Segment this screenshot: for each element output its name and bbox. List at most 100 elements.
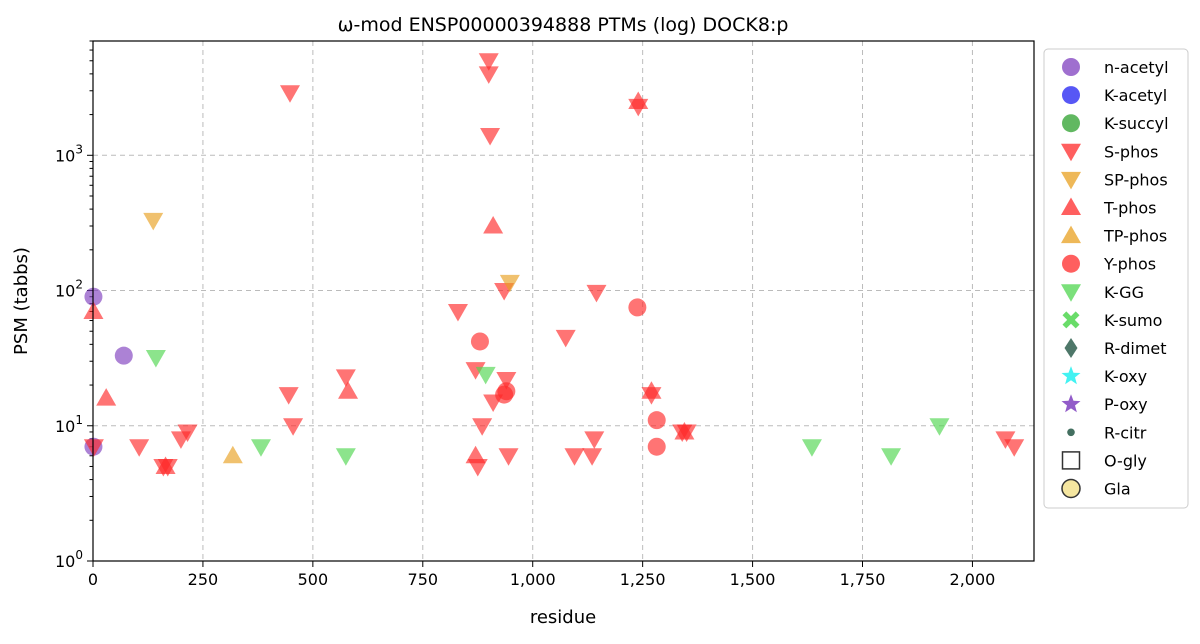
data-point-S-phos <box>478 53 499 71</box>
x-tick-label: 1,750 <box>840 570 886 589</box>
legend-marker-S-phos <box>1061 143 1081 162</box>
data-point-T-phos <box>155 456 176 474</box>
legend-marker-K-acetyl <box>1062 86 1080 105</box>
legend-label: Gla <box>1104 480 1131 499</box>
data-point-K-GG <box>145 349 166 368</box>
y-tick-label: 103 <box>55 142 83 165</box>
data-point-S-phos <box>335 369 356 387</box>
data-point-n-acetyl <box>114 346 133 365</box>
data-point-S-phos <box>447 303 468 322</box>
data-point-T-phos <box>465 445 486 464</box>
legend-marker-K-GG <box>1061 284 1081 302</box>
legend-label: Y-phos <box>1103 255 1156 274</box>
data-point-T-phos <box>338 381 359 399</box>
legend-label: TP-phos <box>1103 227 1167 246</box>
data-point-S-phos <box>472 418 493 436</box>
y-tick-label: 101 <box>55 413 83 436</box>
legend-label: K-GG <box>1104 283 1144 302</box>
axis-layer: 0 250 500 750 1,000 1,250 1,500 1,750 2,000 100 10… <box>55 40 996 589</box>
data-point-S-phos <box>480 128 501 146</box>
legend-frame <box>1043 48 1189 509</box>
data-point-T-phos <box>483 216 504 234</box>
data-point-S-phos <box>83 439 104 457</box>
chart-title: ω-mod ENSP00000394888 PTMs (log) DOCK8:p <box>338 14 789 36</box>
data-point-T-phos <box>96 388 117 406</box>
legend-label: S-phos <box>1104 142 1158 161</box>
data-point-S-phos <box>129 439 150 457</box>
legend-marker-P-oxy <box>1061 394 1081 413</box>
legend-marker-n-acetyl <box>1062 58 1080 76</box>
data-point-S-phos <box>584 431 605 449</box>
legend-marker-R-dimet <box>1064 338 1078 358</box>
data-point-S-phos <box>555 329 576 348</box>
x-tick-label: 2,000 <box>950 570 996 589</box>
legend-marker-T-phos <box>1061 197 1081 215</box>
legend-label: K-acetyl <box>1104 86 1167 105</box>
data-point-Y-phos <box>470 332 489 351</box>
data-point-Y-phos <box>647 411 666 430</box>
data-point-S-phos <box>564 448 585 466</box>
data-point-S-phos <box>278 387 299 405</box>
data-point-S-phos <box>1004 439 1025 457</box>
data-point-K-GG <box>929 418 950 436</box>
legend-marker-O-gly <box>1061 451 1081 470</box>
legend-label: K-succyl <box>1104 114 1169 133</box>
x-tick-label: 250 <box>188 570 219 589</box>
legend-label: n-acetyl <box>1104 58 1169 77</box>
data-point-S-phos <box>498 448 519 466</box>
legend-marker-K-succyl <box>1062 114 1080 133</box>
points-layer <box>83 53 1025 477</box>
grid-layer <box>93 41 1034 561</box>
legend-label: K-oxy <box>1104 367 1147 386</box>
legend-marker-Y-phos <box>1062 254 1080 273</box>
y-tick-label: 100 <box>55 548 83 571</box>
data-point-S-phos <box>465 362 486 380</box>
data-point-S-phos <box>582 448 603 466</box>
data-point-S-phos <box>478 66 499 84</box>
y-tick-label: 102 <box>55 278 83 301</box>
x-axis-label: residue <box>530 607 596 628</box>
data-point-Y-phos <box>647 437 666 456</box>
data-point-SP-phos <box>499 274 520 293</box>
legend-label: T-phos <box>1103 199 1157 218</box>
legend-marker-K-oxy <box>1061 366 1081 385</box>
data-point-SP-phos <box>143 212 164 231</box>
data-point-K-GG <box>881 448 902 466</box>
data-point-T-phos <box>674 421 695 440</box>
data-point-K-GG <box>801 439 822 457</box>
legend-marker-K-sumo <box>1062 311 1080 329</box>
data-point-Y-phos <box>628 298 647 317</box>
plot-frame <box>92 40 1035 562</box>
legend-marker-TP-phos <box>1061 225 1081 244</box>
data-point-S-phos <box>283 418 304 436</box>
legend-label: R-dimet <box>1104 339 1167 358</box>
legend-label: P-oxy <box>1104 395 1148 414</box>
data-point-S-phos <box>586 284 607 303</box>
y-axis-label: PSM (tabbs) <box>11 247 32 355</box>
x-tick-label: 1,500 <box>730 570 776 589</box>
data-point-Y-phos <box>497 382 516 401</box>
data-point-S-phos <box>496 371 517 390</box>
data-point-K-GG <box>250 439 271 457</box>
legend-label: O-gly <box>1104 451 1147 470</box>
data-point-S-phos <box>467 458 488 477</box>
data-point-S-phos <box>177 424 198 442</box>
x-tick-label: 750 <box>408 570 439 589</box>
legend-marker-R-citr <box>1067 428 1075 437</box>
legend-label: K-sumo <box>1104 311 1162 330</box>
x-tick-label: 500 <box>298 570 329 589</box>
legend-marker-SP-phos <box>1061 171 1081 190</box>
data-point-T-phos <box>628 91 649 109</box>
data-point-T-phos <box>641 381 662 399</box>
x-tick-label: 1,000 <box>510 570 556 589</box>
data-point-S-phos <box>279 85 300 103</box>
legend-marker-Gla <box>1061 478 1081 499</box>
data-point-TP-phos <box>222 445 243 464</box>
x-tick-label: 1,250 <box>620 570 666 589</box>
data-point-K-GG <box>475 366 496 385</box>
legend: n-acetyl K-acetyl K-succyl S-phos SP-phos T-p… <box>1043 48 1189 509</box>
legend-label: R-citr <box>1104 423 1147 442</box>
data-point-K-GG <box>335 448 356 466</box>
